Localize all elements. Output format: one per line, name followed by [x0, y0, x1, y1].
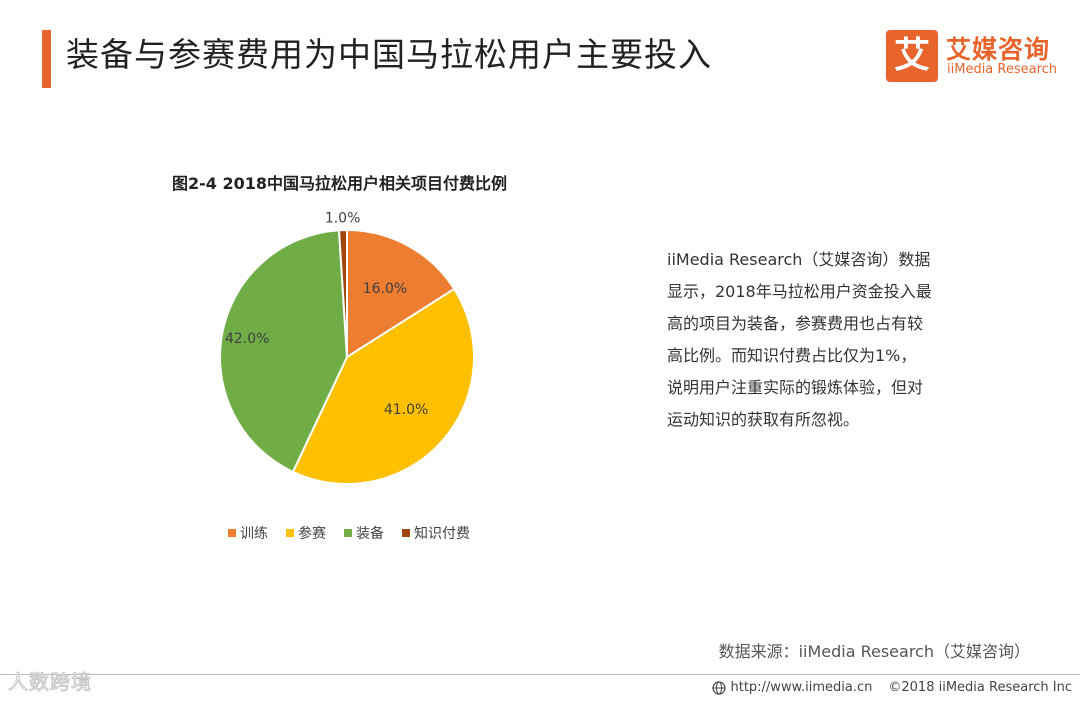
logo-mark: 艾 [886, 30, 938, 82]
description-line: 说明用户注重实际的锻炼体验，但对 [667, 378, 924, 397]
chart-legend: 训练 参赛 装备 知识付费 [228, 523, 470, 543]
pie-data-label: 16.0% [363, 281, 407, 297]
logo-text-en: iiMedia Research [947, 62, 1058, 77]
legend-swatch [286, 529, 294, 537]
logo-text-cn: 艾媒咨询 [946, 35, 1051, 64]
chart-title: 图2-4 2018中国马拉松用户相关项目付费比例 [172, 174, 508, 193]
legend-label: 知识付费 [414, 526, 470, 542]
footer-divider [0, 674, 1080, 675]
legend-item: 装备 [344, 523, 384, 543]
pie-data-label: 1.0% [325, 210, 361, 226]
pie-data-label: 41.0% [384, 402, 428, 418]
pie-slice-1 [346, 228, 456, 359]
description-text: iiMedia Research（艾媒咨询）数据 显示，2018年马拉松用户资金… [667, 244, 967, 436]
page-title: 装备与参赛费用为中国马拉松用户主要投入 [66, 35, 712, 74]
legend-swatch [402, 529, 410, 537]
legend-item: 训练 [228, 523, 268, 543]
watermark: 人数跨境 [8, 670, 92, 695]
pie-data-label: 42.0% [225, 331, 269, 347]
legend-item: 知识付费 [402, 523, 470, 543]
description-line: 高比例。而知识付费占比仅为1%， [667, 346, 917, 365]
legend-label: 参赛 [298, 526, 326, 542]
description-line: 显示，2018年马拉松用户资金投入最 [667, 282, 932, 301]
legend-item: 参赛 [286, 523, 326, 543]
data-source: 数据来源：iiMedia Research（艾媒咨询） [718, 642, 1030, 661]
brand-logo: 艾 艾媒咨询 iiMedia Research [886, 30, 1066, 82]
footer: http://www.iimedia.cn ©2018 iiMedia Rese… [712, 680, 1072, 695]
description-line: iiMedia Research（艾媒咨询）数据 [667, 250, 931, 269]
globe-icon [712, 680, 727, 695]
pie-chart: 16.0% 41.0% 42.0% 1.0% [219, 210, 475, 485]
pie-slice-4 [337, 228, 348, 358]
footer-copyright: ©2018 iiMedia Research Inc [888, 680, 1072, 695]
pie-slice-3 [219, 229, 349, 474]
title-accent-bar [42, 30, 51, 88]
footer-url[interactable]: http://www.iimedia.cn [730, 680, 873, 695]
description-line: 高的项目为装备，参赛费用也占有较 [667, 314, 924, 333]
legend-swatch [228, 529, 236, 537]
legend-label: 装备 [356, 526, 384, 542]
pie-slice-2 [291, 287, 475, 485]
description-line: 运动知识的获取有所忽视。 [667, 410, 860, 429]
legend-swatch [344, 529, 352, 537]
legend-label: 训练 [240, 526, 268, 542]
